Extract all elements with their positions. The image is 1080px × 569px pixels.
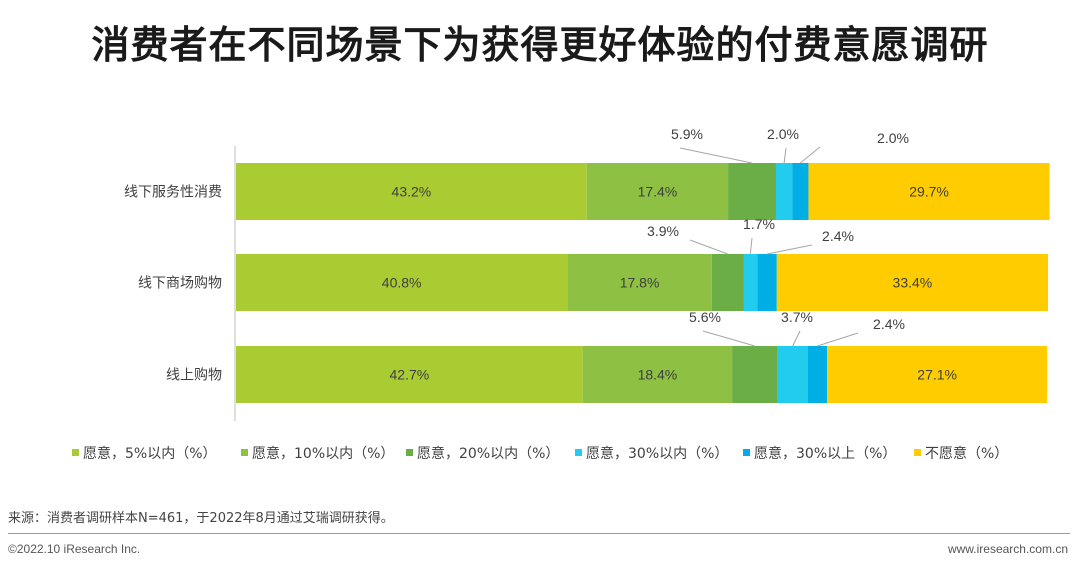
bar-segment	[827, 346, 1048, 403]
bar-segment	[236, 346, 583, 403]
data-label: 43.2%	[392, 184, 432, 200]
bar-segment	[757, 254, 777, 311]
data-label: 2.4%	[822, 228, 854, 244]
leader-line	[679, 147, 753, 164]
bar-segment	[236, 163, 587, 220]
data-label: 5.6%	[689, 309, 721, 325]
bar-segment	[586, 163, 729, 220]
data-label: 27.1%	[917, 367, 957, 383]
data-label: 18.4%	[638, 367, 678, 383]
data-label: 33.4%	[893, 275, 933, 291]
footer-divider	[8, 533, 1070, 534]
data-label: 40.8%	[382, 275, 422, 291]
legend-label: 愿意，20%以内（%）	[417, 445, 559, 462]
data-label: 2.0%	[767, 126, 799, 142]
data-label: 17.8%	[620, 275, 660, 291]
legend-swatch	[72, 449, 79, 456]
data-label: 17.4%	[638, 184, 678, 200]
data-label: 42.7%	[390, 367, 430, 383]
leader-line	[792, 330, 801, 347]
bar-segment	[567, 254, 712, 311]
website-text: www.iresearch.com.cn	[947, 542, 1068, 556]
bar-segment	[728, 163, 776, 220]
leader-line	[783, 147, 787, 164]
category-label: 线下商场购物	[138, 276, 222, 292]
bar-segment	[711, 254, 744, 311]
data-label: 3.7%	[781, 309, 813, 325]
legend-swatch	[914, 449, 921, 456]
page-title: 消费者在不同场景下为获得更好体验的付费意愿调研	[91, 23, 989, 67]
data-label: 3.9%	[647, 223, 679, 239]
legend-label: 不愿意（%）	[925, 445, 1008, 462]
bar-segment	[777, 346, 808, 403]
leader-line	[766, 244, 813, 255]
data-label: 2.4%	[873, 316, 905, 332]
category-label: 线上购物	[166, 368, 222, 384]
legend-label: 愿意，5%以内（%）	[83, 445, 217, 462]
data-label: 1.7%	[743, 216, 775, 232]
legend-swatch	[241, 449, 248, 456]
bar-segment	[808, 163, 1050, 220]
bar-segment	[775, 163, 793, 220]
legend-label: 愿意，30%以内（%）	[586, 445, 728, 462]
bar-segment	[743, 254, 758, 311]
leader-line	[800, 146, 821, 164]
legend-label: 愿意，30%以上（%）	[754, 445, 896, 462]
data-label: 5.9%	[671, 126, 703, 142]
legend-swatch	[575, 449, 582, 456]
bar-segment	[732, 346, 778, 403]
bar-segment	[236, 254, 568, 311]
bar-segment	[582, 346, 733, 403]
category-label: 线下服务性消费	[124, 185, 222, 201]
leader-line	[702, 330, 756, 347]
copyright-text: ©2022.10 iResearch Inc.	[8, 542, 141, 556]
leader-line	[689, 239, 728, 255]
bar-segment	[807, 346, 828, 403]
legend-swatch	[743, 449, 750, 456]
data-label: 29.7%	[909, 184, 949, 200]
source-note: 来源：消费者调研样本N=461，于2022年8月通过艾瑞调研获得。	[8, 511, 394, 526]
bar-segment	[792, 163, 809, 220]
leader-line	[817, 332, 859, 347]
leader-line	[749, 237, 753, 255]
bar-segment	[776, 254, 1048, 311]
stacked-bar-chart: 线下服务性消费 43.2% 17.4% 5.9% 2.0% 2.0% 29.7% 线下商场购物…	[72, 126, 1050, 462]
legend-label: 愿意，10%以内（%）	[252, 445, 394, 462]
data-label: 2.0%	[877, 130, 909, 146]
legend-swatch	[406, 449, 413, 456]
